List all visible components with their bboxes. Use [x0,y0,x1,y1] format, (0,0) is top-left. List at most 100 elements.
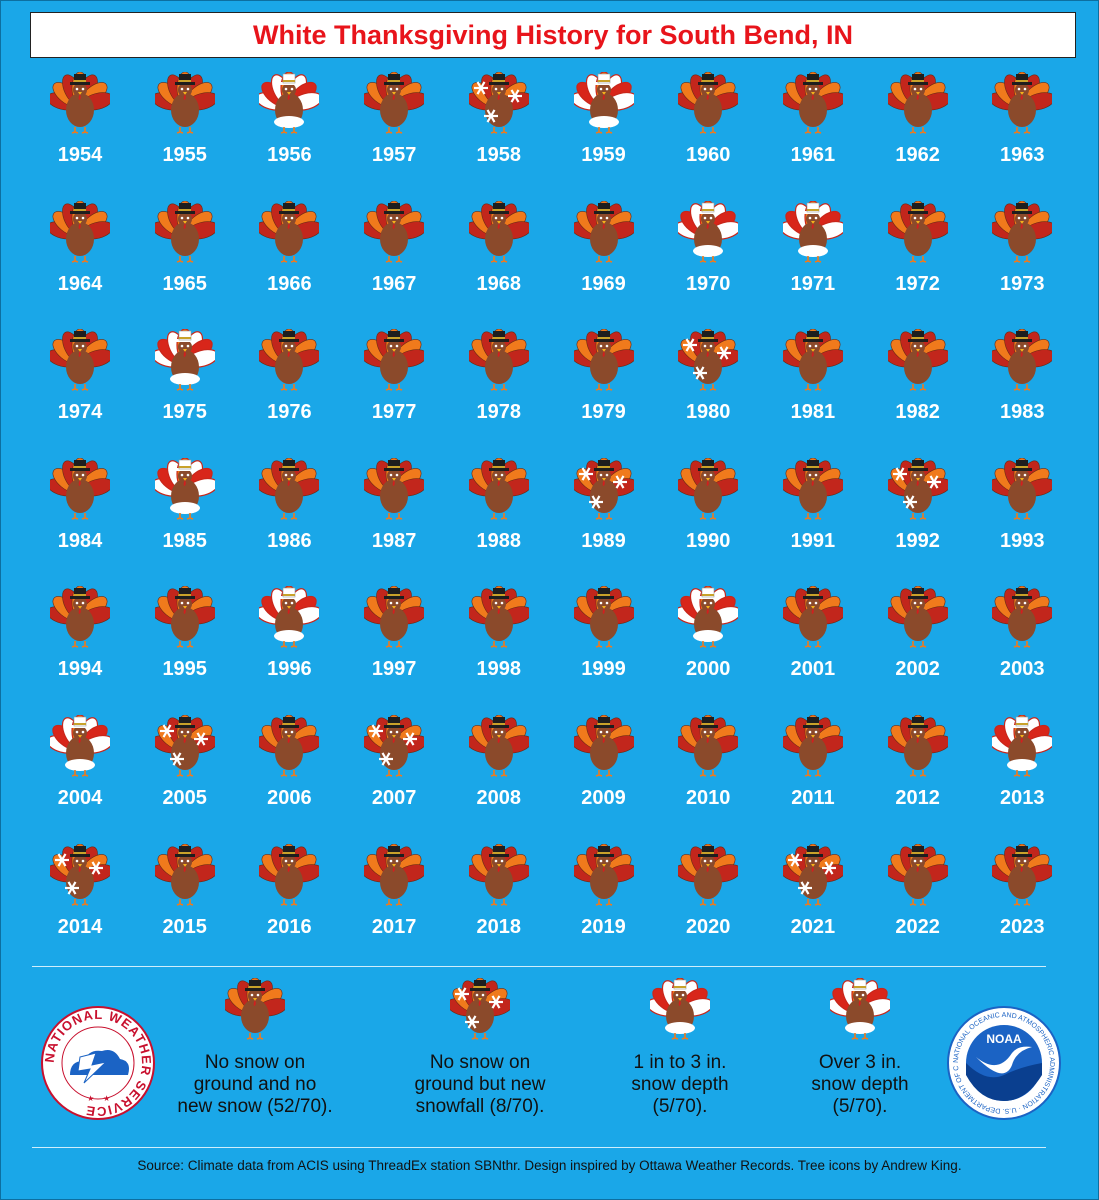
snowflake-icon [379,752,394,766]
snowflake-icon [369,724,384,738]
year-cell-1995: 1995 [133,586,237,714]
year-cell-1986: 1986 [237,457,341,586]
turkey-icon [468,457,529,520]
year-label: 1977 [371,401,417,424]
year-cell-2009: 2009 [552,715,656,843]
year-cell-1965: 1965 [133,200,237,329]
turkey-icon [573,72,634,134]
legend-item-over3: Over 3 in. snow depth (5/70). [780,978,940,1118]
year-label: 1980 [685,401,731,424]
year-label: 1975 [162,401,207,424]
svg-text:★: ★ [87,1094,94,1103]
year-label: 1955 [162,144,207,166]
noaa-label: NOAA [986,1032,1022,1046]
snowflake-icon [483,109,498,123]
turkey-icon [992,457,1053,520]
turkey-icon [678,586,739,649]
year-cell-1998: 1998 [447,586,551,714]
year-cell-1957: 1957 [342,72,446,200]
year-cell-1973: 1973 [970,200,1074,329]
year-label: 2001 [790,658,836,681]
turkey-icon [678,715,739,777]
year-cell-2007: 2007 [342,715,446,843]
year-cell-1966: 1966 [237,200,341,329]
year-cell-1990: 1990 [656,457,760,586]
year-label: 1989 [581,529,626,552]
year-cell-2000: 2000 [656,586,760,714]
year-cell-1997: 1997 [342,586,446,714]
turkey-icon [678,843,739,906]
turkey-icon [678,72,739,134]
turkey-icon [154,715,215,777]
turkey-icon [573,200,634,263]
year-label: 1972 [895,272,940,295]
year-label: 1978 [476,401,522,424]
turkey-icon [364,715,425,777]
year-cell-2005: 2005 [133,715,237,843]
turkey-icon [364,200,425,263]
turkey-icon [468,72,529,134]
year-label: 1970 [685,272,731,295]
year-label: 2003 [1000,658,1045,681]
turkey-icon [887,457,948,520]
snowflake-icon [473,81,488,95]
year-label: 1997 [371,658,417,681]
year-label: 1995 [162,658,207,681]
year-label: 1987 [371,529,417,552]
year-cell-2019: 2019 [552,843,656,972]
year-label: 1968 [476,272,522,295]
year-label: 1956 [267,144,312,166]
year-cell-2003: 2003 [970,586,1074,714]
year-cell-1968: 1968 [447,200,551,329]
snowflake-icon [55,852,69,867]
turkey-icon [887,200,948,263]
year-label: 1954 [57,144,103,166]
year-label: 1999 [581,658,626,681]
year-cell-2020: 2020 [656,843,760,972]
nws-logo-icon: NATIONAL WEATHER SERVICE ★ ★ [41,1006,155,1120]
year-label: 1993 [1000,529,1045,552]
year-cell-1993: 1993 [970,457,1074,586]
year-cell-2008: 2008 [447,715,551,843]
year-cell-1983: 1983 [970,329,1074,457]
turkey-icon [887,586,948,649]
turkey-icon [259,457,320,520]
year-cell-1960: 1960 [656,72,760,200]
legend-text: No snow on ground and no new snow (52/70… [177,1052,333,1117]
turkey-icon [782,843,843,906]
year-label: 2018 [476,915,522,938]
year-cell-1971: 1971 [761,200,865,329]
turkey-icon [364,72,425,134]
turkey-icon [782,72,843,134]
year-label: 2016 [267,915,312,938]
snowflake-icon [89,860,103,875]
nws-logo: NATIONAL WEATHER SERVICE ★ ★ [40,1005,156,1126]
noaa-logo: NATIONAL OCEANIC AND ATMOSPHERIC ADMINIS… [943,1000,1062,1126]
top-separator [32,966,1046,967]
year-label: 2020 [685,915,731,938]
year-label: 1971 [790,272,836,295]
legend-text: Over 3 in. snow depth (5/70). [811,1052,909,1117]
year-cell-1977: 1977 [342,329,446,457]
snowflake-icon [717,346,732,360]
noaa-logo-icon: NATIONAL OCEANIC AND ATMOSPHERIC ADMINIS… [943,1000,1061,1120]
legend-text: No snow on ground but new snowfall (8/70… [414,1052,546,1117]
year-cell-2010: 2010 [656,715,760,843]
year-cell-1976: 1976 [237,329,341,457]
year-cell-1996: 1996 [237,586,341,714]
turkey-icon [364,843,425,906]
year-cell-1980: 1980 [656,329,760,457]
year-cell-2001: 2001 [761,586,865,714]
year-label: 1996 [267,658,312,681]
source-note: Source: Climate data from ACIS using Thr… [137,1158,962,1173]
year-label: 1962 [895,144,940,166]
turkey-icon [650,978,710,1040]
year-cell-1975: 1975 [133,329,237,457]
snowflake-icon [902,495,917,509]
year-label: 2013 [1000,787,1045,809]
year-cell-2002: 2002 [866,586,970,714]
year-cell-1974: 1974 [28,329,132,457]
turkey-icon [992,715,1053,777]
turkey-icon [992,329,1053,391]
year-cell-2006: 2006 [237,715,341,843]
